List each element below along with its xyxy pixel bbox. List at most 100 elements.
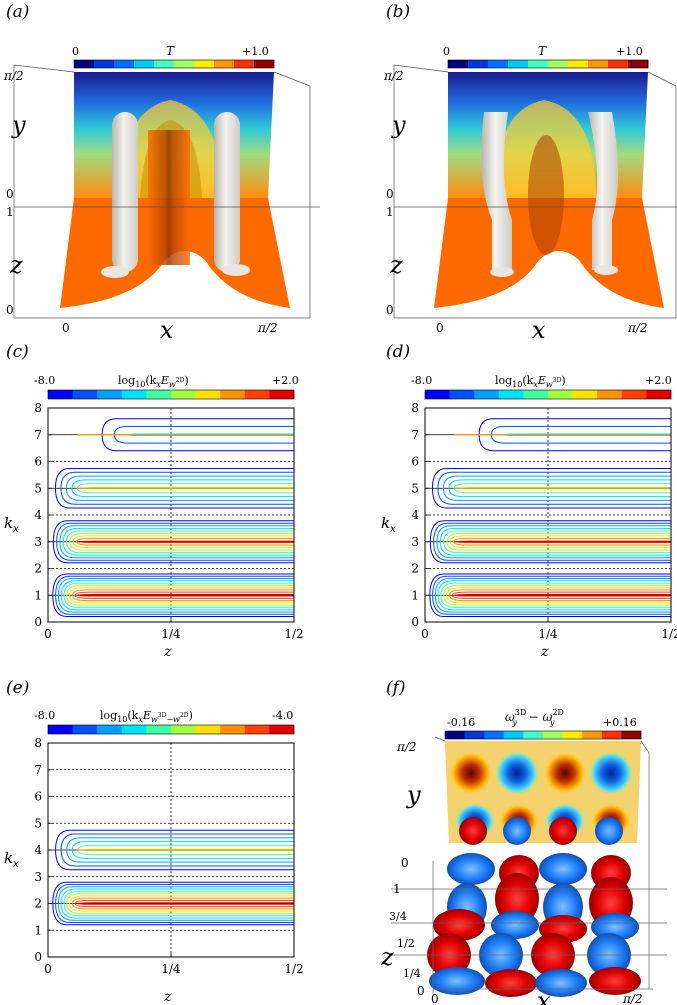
- x-axis-name-f: x: [537, 987, 551, 1005]
- colorbar-swatch: [608, 60, 629, 68]
- x-axis-right-a: π/2: [257, 321, 278, 335]
- colorbar-swatch: [548, 60, 569, 68]
- contour-line: [63, 890, 294, 917]
- contour-line: [69, 895, 294, 912]
- colorbar-swatch: [572, 390, 598, 399]
- z-axis-bottom-a: 0: [6, 303, 14, 317]
- colorbar-min-a: 0: [72, 45, 79, 58]
- colorbar-swatch: [134, 60, 155, 68]
- contour-line: [63, 582, 294, 608]
- colorbar-swatch: [508, 60, 529, 68]
- y-tick-label: 3: [34, 535, 42, 549]
- colorbar-swatch: [194, 60, 215, 68]
- y-axis-top-b: π/2: [383, 69, 404, 83]
- x-tick-label: 1/2: [284, 627, 303, 641]
- contour-line: [55, 884, 294, 923]
- contour-line: [453, 483, 671, 494]
- y-axis-bottom-b: 0: [386, 187, 394, 201]
- vortex-tube-right-b: [588, 112, 618, 275]
- colorbar-swatch: [448, 60, 469, 68]
- x-axis-left-a: 0: [62, 321, 70, 335]
- colorbar-max-f: +0.16: [603, 716, 637, 729]
- contour-line: [446, 532, 671, 551]
- contour-line: [448, 589, 671, 602]
- x-axis-right-b: π/2: [627, 321, 648, 335]
- contour-line: [52, 881, 294, 926]
- x-tick-label: 1/2: [661, 627, 677, 641]
- x-axis-label-d: z: [540, 644, 549, 660]
- colorbar-swatch: [425, 390, 450, 399]
- colorbar-swatch: [74, 60, 95, 68]
- contour-line: [71, 841, 294, 859]
- z-axis-name-a: z: [9, 251, 23, 279]
- colorbar-min-c: -8.0: [34, 374, 55, 387]
- contour-line: [55, 829, 294, 871]
- y-tick-label: 2: [34, 897, 42, 911]
- colorbar-swatch: [94, 60, 115, 68]
- colorbar-swatch: [503, 731, 524, 739]
- contour-line: [60, 580, 294, 611]
- colorbar-swatch: [464, 731, 485, 739]
- contour-line: [443, 584, 671, 606]
- x-axis-name-b: x: [532, 316, 546, 340]
- panel-label-a: (a): [6, 2, 30, 22]
- y-tick-label: 0: [34, 950, 42, 964]
- contour-line: [432, 575, 671, 615]
- colorbar-swatch: [146, 725, 172, 734]
- z-axis-name-f: z: [380, 943, 394, 971]
- contour-line: [446, 587, 671, 604]
- y-axis-name-f: y: [406, 781, 421, 809]
- contour-line: [60, 888, 294, 919]
- x-axis-left-b: 0: [436, 321, 444, 335]
- colorbar-title-f: ω3D y − ω2D y: [505, 708, 564, 727]
- colorbar-title-d: log10(kxEw3D): [495, 374, 566, 389]
- colorbar-max-a: +1.0: [242, 45, 269, 58]
- contour-line: [66, 530, 294, 554]
- x-tick-label: 0: [44, 962, 52, 976]
- y-axis-top-f: π/2: [396, 740, 417, 754]
- colorbar-swatch: [523, 731, 544, 739]
- z-axis-bottom-b: 0: [386, 303, 394, 317]
- colorbar-min-d: -8.0: [411, 374, 432, 387]
- colorbar-var-b: T: [538, 44, 547, 58]
- contour-line: [442, 475, 671, 501]
- contour-line: [448, 479, 671, 498]
- contour-line: [440, 582, 671, 608]
- colorbar-a: [73, 59, 275, 69]
- colorbar-b: [447, 59, 649, 69]
- y-tick-label: 4: [411, 508, 419, 522]
- colorbar-swatch: [445, 731, 465, 739]
- y-tick-label: 2: [411, 562, 419, 576]
- x-axis-label-e: z: [163, 989, 172, 1005]
- contour-line: [429, 573, 671, 618]
- contour-line: [69, 532, 294, 551]
- colorbar-swatch: [97, 390, 123, 399]
- z-tick-34-f: 3/4: [389, 910, 407, 923]
- colorbar-swatch: [543, 731, 563, 739]
- contour-line: [451, 591, 671, 599]
- contour-line: [449, 535, 671, 549]
- colorbar-swatch: [72, 725, 98, 734]
- contour-line: [60, 471, 294, 505]
- colorbar-swatch: [621, 731, 642, 739]
- colorbar-swatch: [171, 725, 196, 734]
- y-axis-name-a: y: [11, 111, 26, 139]
- colorbar-swatch: [562, 731, 583, 739]
- colorbar-max-e: -4.0: [272, 709, 293, 722]
- colorbar-swatch: [72, 390, 98, 399]
- vorticity-blobs-f: [427, 817, 641, 997]
- contour-line: [65, 475, 294, 501]
- panel-b-3d-temperature: 0 T +1.0 π/2 y 0 1 z 0 0 x π/2: [383, 44, 677, 340]
- y-tick-label: 3: [411, 535, 419, 549]
- y-axis-name-b: y: [391, 111, 406, 139]
- y-tick-label: 8: [34, 401, 42, 415]
- panel-label-e: (e): [6, 678, 30, 698]
- colorbar-swatch: [220, 725, 246, 734]
- colorbar-swatch: [195, 390, 221, 399]
- x-tick-label: 0: [44, 627, 52, 641]
- colorbar-swatch: [48, 725, 73, 734]
- panel-label-d: (d): [386, 342, 411, 362]
- colorbar-swatch: [174, 60, 195, 68]
- colorbar-swatch: [498, 390, 524, 399]
- vortex-tube-left-b: [481, 112, 514, 277]
